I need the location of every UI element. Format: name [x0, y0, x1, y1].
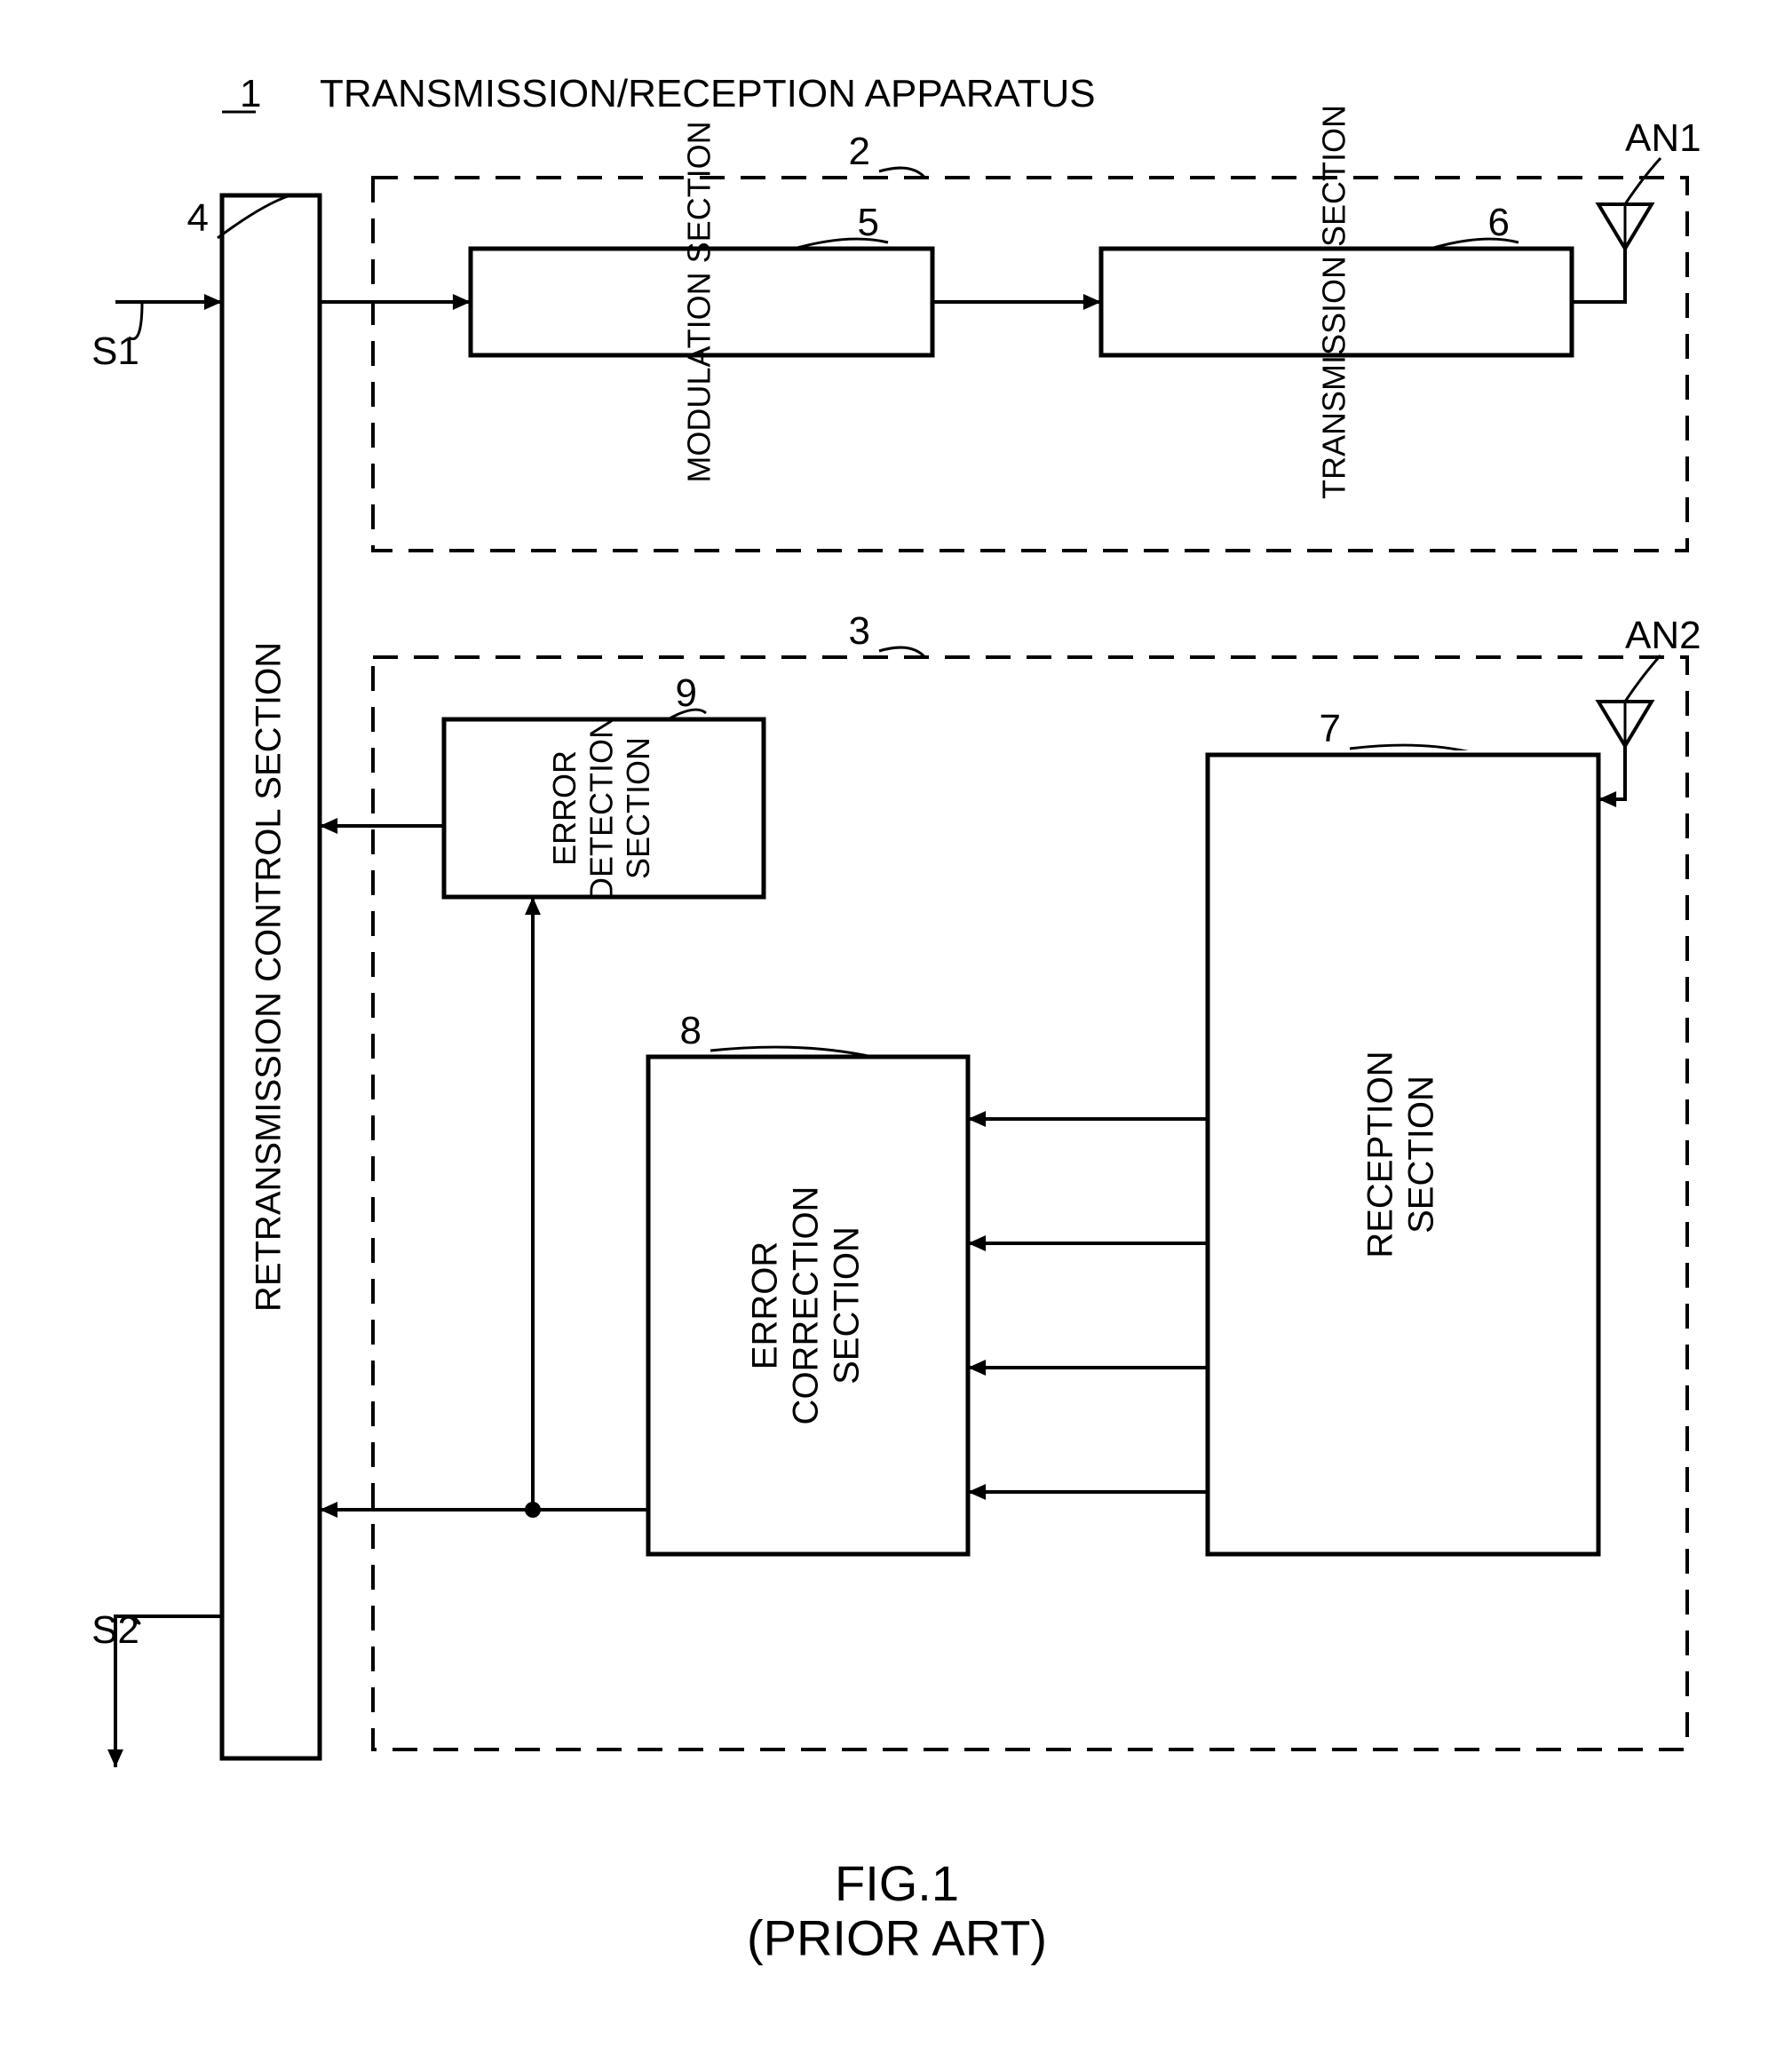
s2-label: S2: [91, 1608, 139, 1652]
ref-num: 2: [849, 130, 870, 173]
ref-num: 3: [849, 609, 870, 653]
error_correction-label: CORRECTION: [787, 1186, 826, 1425]
error_detection-label: ERROR: [546, 750, 583, 866]
ref-num: 6: [1488, 201, 1510, 244]
ref-num: 9: [676, 671, 697, 715]
error_detection-label: SECTION: [620, 737, 656, 879]
svg-text:RECEPTION: RECEPTION: [1361, 1051, 1400, 1258]
an1-label: AN1: [1625, 116, 1701, 160]
figure-sublabel: (PRIOR ART): [747, 1910, 1047, 1966]
s1-label: S1: [91, 329, 139, 373]
title-ref-num: 1: [240, 72, 261, 115]
ref-num: 7: [1320, 707, 1341, 750]
transmission-label: TRANSMISSION SECTION: [1316, 105, 1352, 499]
ref-num: 5: [858, 201, 879, 244]
figure-label: FIG.1: [835, 1855, 959, 1911]
an2-label: AN2: [1625, 614, 1701, 657]
ref-num: 8: [680, 1009, 702, 1052]
svg-text:SECTION: SECTION: [1402, 1075, 1441, 1234]
ref-num: 4: [187, 196, 209, 240]
error_correction-label: ERROR: [746, 1242, 785, 1369]
retransmission-label: RETRANSMISSION CONTROL SECTION: [250, 642, 289, 1312]
modulation-label: MODULATION SECTION: [681, 121, 718, 482]
apparatus-title: TRANSMISSION/RECEPTION APPARATUS: [320, 72, 1096, 115]
error_detection-label: DETECTION: [583, 716, 620, 901]
error_correction-label: SECTION: [828, 1226, 867, 1385]
